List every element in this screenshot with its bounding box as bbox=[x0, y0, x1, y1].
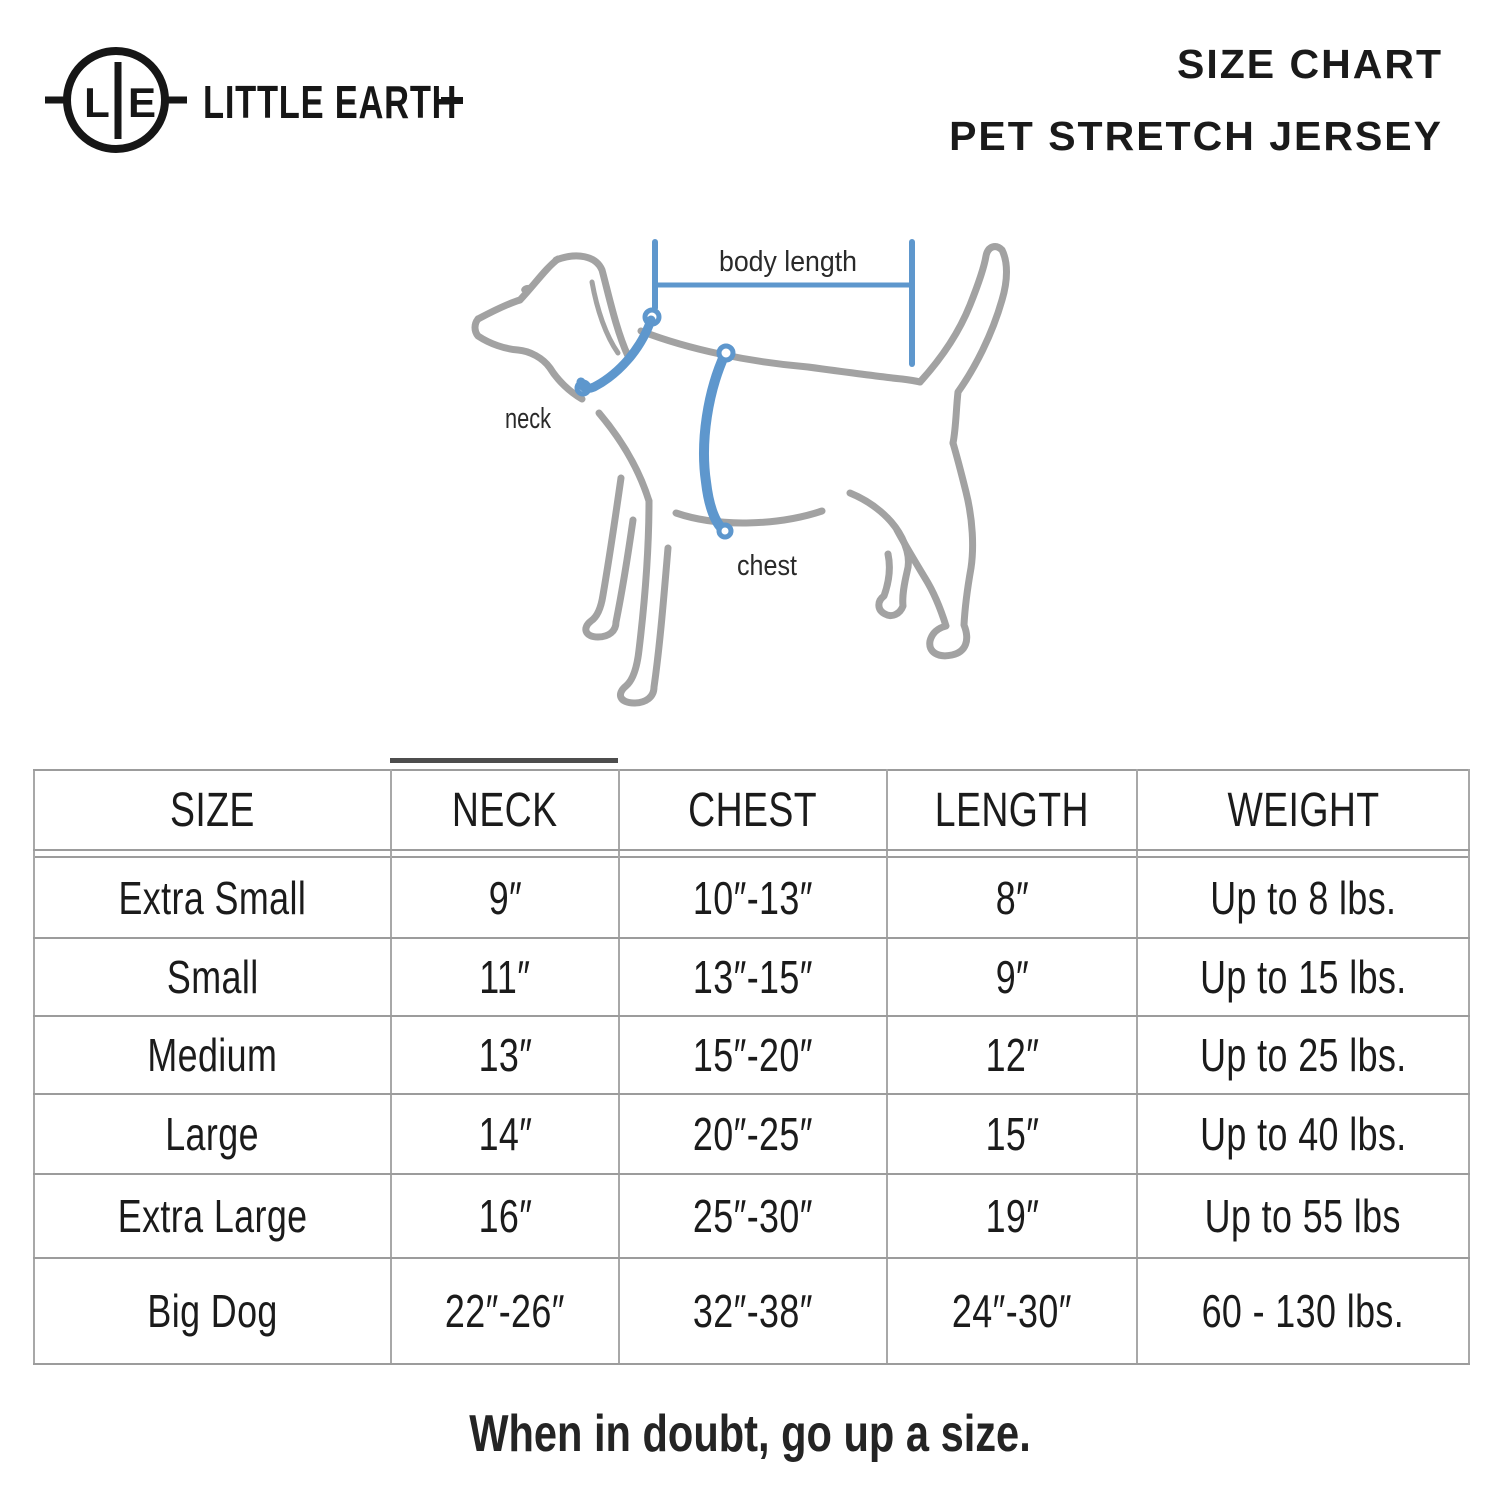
page-title: SIZE CHART PET STRETCH JERSEY bbox=[949, 42, 1443, 158]
dog-front-leg-near bbox=[617, 497, 672, 707]
wordmark-dash bbox=[441, 97, 463, 104]
table-top-border-artifact bbox=[390, 758, 618, 763]
dog-belly bbox=[672, 507, 826, 527]
dog-nose-jaw-throat bbox=[471, 315, 586, 403]
little-earth-logo-mark: L E bbox=[45, 47, 187, 153]
cell-neck: 9″ bbox=[390, 856, 620, 939]
chest-band bbox=[699, 349, 730, 536]
cell-length: 8″ bbox=[886, 856, 1138, 939]
cell-chest: 25″-30″ bbox=[618, 1173, 888, 1259]
footer-note: When in doubt, go up a size. bbox=[0, 1406, 1500, 1462]
table-row: Small 11″ 13″-15″ 9″ Up to 15 lbs. bbox=[33, 937, 1470, 1017]
cell-weight: Up to 8 lbs. bbox=[1136, 856, 1470, 939]
neck-label: neck bbox=[505, 403, 551, 435]
cell-weight: Up to 55 lbs bbox=[1136, 1173, 1470, 1259]
cell-size: Big Dog bbox=[33, 1257, 392, 1365]
dog-outline bbox=[471, 243, 1010, 707]
dog-ear-outer bbox=[552, 252, 632, 360]
cell-size: Small bbox=[33, 937, 392, 1017]
neck-band-top-loop bbox=[642, 307, 662, 327]
cell-neck: 14″ bbox=[390, 1093, 620, 1175]
table-row: Extra Large 16″ 25″-30″ 19″ Up to 55 lbs bbox=[33, 1173, 1470, 1259]
dog-chest-front bbox=[595, 409, 653, 505]
cell-size: Large bbox=[33, 1093, 392, 1175]
cell-neck: 11″ bbox=[390, 937, 620, 1017]
measurement-marks bbox=[574, 239, 915, 540]
logo-letter-l: L bbox=[84, 79, 110, 126]
dog-eye bbox=[521, 284, 533, 294]
header-cell-length: LENGTH bbox=[886, 769, 1138, 851]
cell-weight: Up to 40 lbs. bbox=[1136, 1093, 1470, 1175]
dog-front-leg-far bbox=[582, 474, 637, 641]
cell-chest: 13″-15″ bbox=[618, 937, 888, 1017]
chest-label: chest bbox=[737, 550, 797, 582]
brand-wordmark: LITTLE EARTH bbox=[203, 79, 542, 125]
dog-rear-leg-near bbox=[893, 439, 977, 660]
cell-length: 9″ bbox=[886, 937, 1138, 1017]
title-line-2: PET STRETCH JERSEY bbox=[949, 113, 1443, 159]
cell-length: 15″ bbox=[886, 1093, 1138, 1175]
cell-weight: 60 - 130 lbs. bbox=[1136, 1257, 1470, 1365]
dog-ear-inner bbox=[589, 279, 621, 356]
header-row: SIZE NECK CHEST LENGTH WEIGHT bbox=[33, 769, 1470, 851]
dog-rear-leg-far bbox=[846, 489, 912, 620]
header-cell-chest: CHEST bbox=[618, 769, 888, 851]
neck-band bbox=[576, 315, 656, 393]
cell-length: 19″ bbox=[886, 1173, 1138, 1259]
table-row: Large 14″ 20″-25″ 15″ Up to 40 lbs. bbox=[33, 1093, 1470, 1175]
cell-neck: 13″ bbox=[390, 1015, 620, 1095]
cell-length: 12″ bbox=[886, 1015, 1138, 1095]
dog-tail bbox=[916, 243, 1010, 447]
cell-chest: 10″-13″ bbox=[618, 856, 888, 939]
cell-length: 24″-30″ bbox=[886, 1257, 1138, 1365]
cell-neck: 16″ bbox=[390, 1173, 620, 1259]
header-divider-row bbox=[33, 849, 1470, 858]
footer-note-text: When in doubt, go up a size. bbox=[469, 1405, 1031, 1463]
brand-wordmark-text: LITTLE EARTH bbox=[203, 76, 458, 128]
size-chart-table: SIZE NECK CHEST LENGTH WEIGHT Extra Smal… bbox=[33, 769, 1470, 1365]
cell-chest: 32″-38″ bbox=[618, 1257, 888, 1365]
dog-muzzle-top bbox=[474, 255, 562, 323]
table-row: Medium 13″ 15″-20″ 12″ Up to 25 lbs. bbox=[33, 1015, 1470, 1095]
title-line-1: SIZE CHART bbox=[1177, 41, 1443, 87]
cell-neck: 22″-26″ bbox=[390, 1257, 620, 1365]
logo-letter-e: E bbox=[128, 79, 156, 126]
chest-band-top-loop bbox=[716, 343, 736, 363]
cell-size: Extra Small bbox=[33, 856, 392, 939]
body-length-label: body length bbox=[719, 246, 857, 278]
cell-size: Extra Large bbox=[33, 1173, 392, 1259]
header-cell-neck: NECK bbox=[390, 769, 620, 851]
cell-weight: Up to 15 lbs. bbox=[1136, 937, 1470, 1017]
header-cell-weight: WEIGHT bbox=[1136, 769, 1470, 851]
logo-circle bbox=[63, 47, 169, 153]
cell-size: Medium bbox=[33, 1015, 392, 1095]
neck-band-bottom-loop bbox=[574, 379, 592, 397]
header-cell-size: SIZE bbox=[33, 769, 392, 851]
cell-weight: Up to 25 lbs. bbox=[1136, 1015, 1470, 1095]
cell-chest: 15″-20″ bbox=[618, 1015, 888, 1095]
table-row: Big Dog 22″-26″ 32″-38″ 24″-30″ 60 - 130… bbox=[33, 1257, 1470, 1365]
chest-band-bottom-loop bbox=[716, 522, 734, 540]
cell-chest: 20″-25″ bbox=[618, 1093, 888, 1175]
table-row: Extra Small 9″ 10″-13″ 8″ Up to 8 lbs. bbox=[33, 856, 1470, 939]
dog-back bbox=[637, 327, 924, 386]
dog-measurement-diagram: body length neck chest bbox=[471, 239, 1010, 707]
